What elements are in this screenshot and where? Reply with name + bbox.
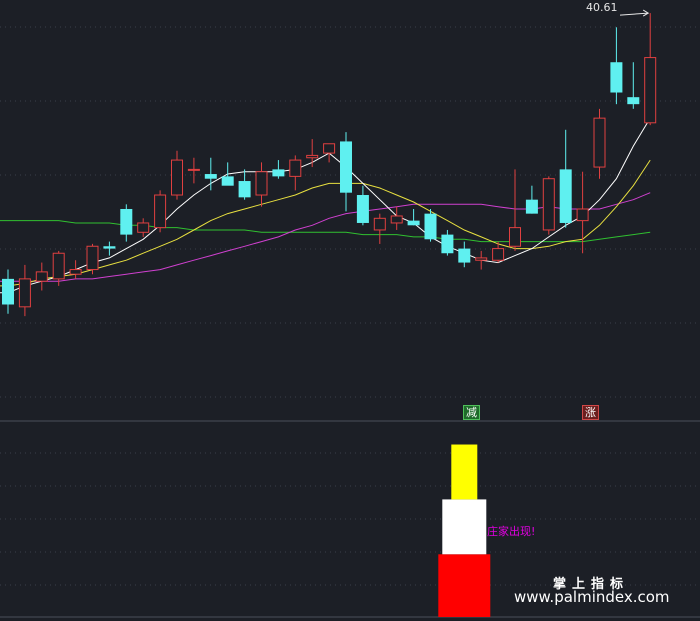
candle [154, 190, 167, 233]
candle-body [289, 159, 302, 177]
candle-body [306, 154, 319, 159]
moving-average-lines [0, 117, 651, 294]
candle [610, 27, 623, 105]
candle-body [204, 174, 217, 179]
candle-body [559, 169, 572, 223]
candle-body [373, 217, 386, 231]
candle-body [390, 215, 403, 224]
candle-body [475, 257, 488, 261]
candle-body [137, 222, 150, 233]
candle [475, 250, 488, 270]
candle [356, 185, 369, 226]
candle-body [35, 271, 48, 282]
peak-annotation [619, 9, 650, 17]
grid-lines [0, 26, 700, 618]
candle [340, 132, 352, 212]
ma-magenta-line [0, 192, 651, 282]
peak-arrow-line [619, 12, 649, 16]
candle [18, 264, 31, 317]
candle [542, 176, 555, 235]
candle-body [323, 143, 336, 154]
candle [2, 269, 14, 314]
candle-body [593, 117, 606, 168]
candle-body [120, 208, 133, 235]
candle-body [272, 169, 285, 177]
candle [441, 229, 454, 256]
candle [120, 204, 133, 242]
zhuang-appears-text: 庄家出现! [487, 525, 536, 538]
candle [509, 169, 521, 251]
candle [525, 185, 538, 214]
candle-body [154, 194, 167, 229]
candle [35, 262, 48, 291]
ma-green-line [0, 220, 651, 243]
candle-body [407, 220, 420, 226]
candle [576, 171, 589, 254]
candle-body [2, 278, 14, 305]
candle [644, 13, 657, 126]
ma-yellow-line [0, 159, 651, 287]
candle-body [255, 171, 268, 196]
candle-body [238, 181, 251, 198]
candle [255, 162, 268, 207]
candle [86, 243, 99, 275]
candle-body [86, 245, 99, 271]
candle-body [69, 269, 82, 275]
candle-body [627, 97, 640, 105]
candle [204, 157, 217, 191]
candlestick-series [2, 13, 657, 317]
candle-body [492, 248, 505, 261]
candle-body [576, 208, 589, 222]
candle [289, 155, 302, 191]
candle [424, 208, 437, 242]
candle-body [509, 227, 521, 247]
candle [238, 169, 251, 200]
indicator-bar-segment [451, 444, 478, 500]
candle [373, 213, 386, 244]
candle-body [171, 159, 183, 196]
indicator-panel [438, 444, 491, 617]
candle-body [525, 199, 538, 214]
candle [390, 206, 403, 230]
candle [407, 208, 420, 226]
candle-body [542, 178, 555, 231]
candle [171, 150, 183, 200]
indicator-bar-segment [438, 554, 491, 617]
ma-white-line [0, 117, 651, 294]
candle [559, 129, 572, 228]
candle-body [340, 141, 352, 193]
candle [458, 241, 471, 268]
peak-arrow-head [642, 9, 650, 17]
rise-signal-tag: 涨 [582, 405, 599, 420]
candle-body [18, 278, 31, 308]
candle-body [52, 252, 65, 280]
reduce-signal-tag: 减 [463, 405, 480, 420]
candle [272, 160, 285, 179]
candle [69, 260, 82, 279]
candle [492, 241, 505, 263]
candle [103, 241, 116, 256]
candle-body [356, 195, 369, 223]
indicator-bar-segment [442, 499, 487, 555]
brand-name: 掌上指标 [553, 577, 630, 592]
candle [52, 250, 65, 286]
candle [137, 218, 150, 237]
candle-body [187, 168, 200, 171]
candle [323, 143, 336, 163]
candle [306, 139, 319, 168]
candle [187, 157, 200, 184]
candle-body [458, 248, 471, 263]
candle-body [103, 246, 116, 249]
brand-url: www.palmindex.com [514, 588, 670, 606]
candle-body [424, 213, 437, 240]
candle-body [644, 57, 657, 124]
candle [627, 62, 640, 109]
candle-body [610, 62, 623, 93]
peak-price-label: 40.61 [586, 1, 618, 14]
candle-body [221, 176, 234, 186]
candle [221, 162, 234, 186]
candle-body [441, 234, 454, 254]
candle [593, 108, 606, 179]
